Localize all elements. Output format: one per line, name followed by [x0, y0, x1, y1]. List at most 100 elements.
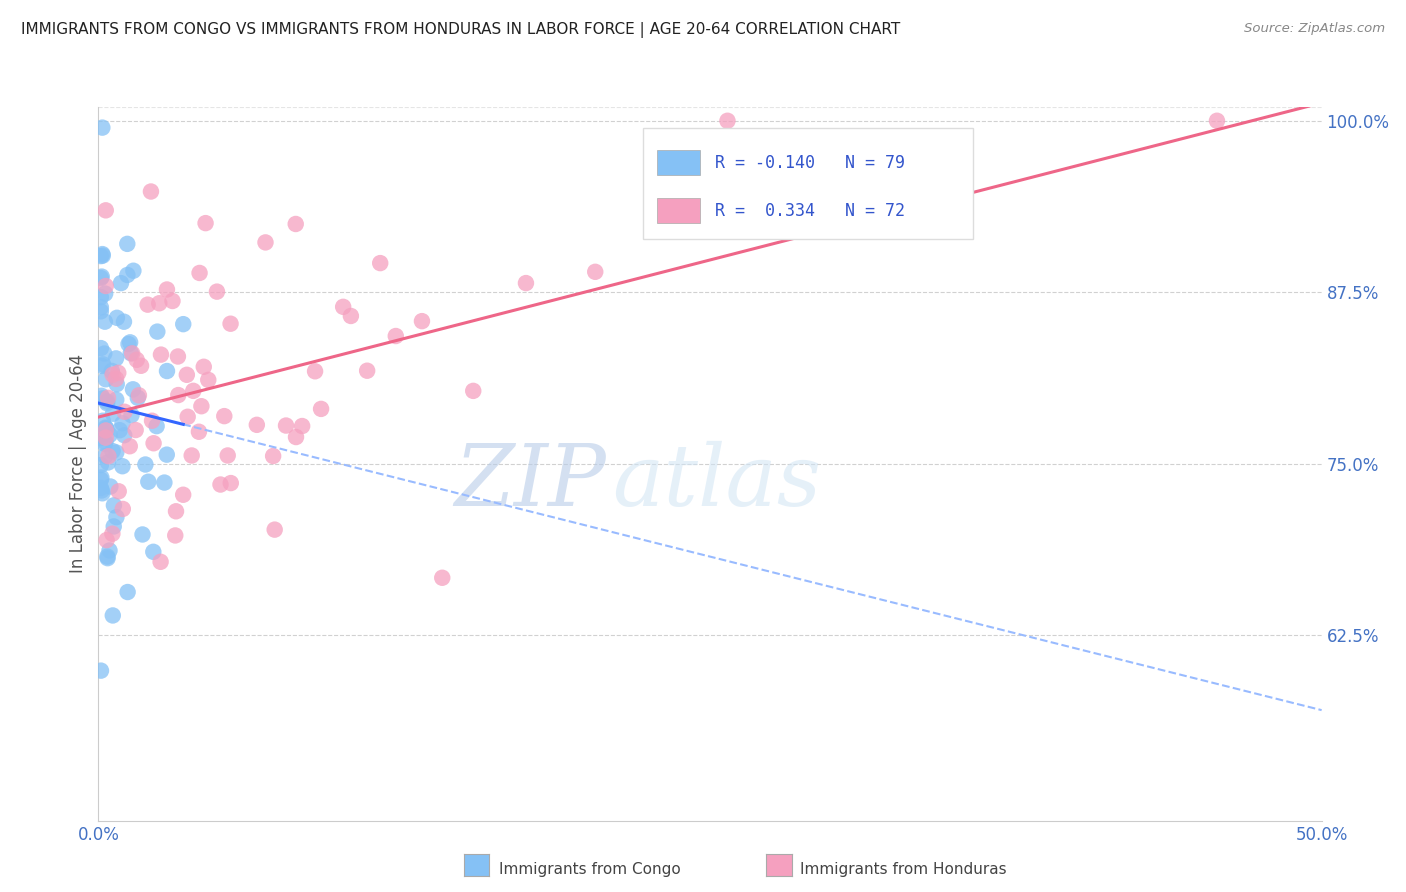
- Point: [114, 405, 136, 419]
- Point: [134, 458, 156, 472]
- Point: [108, 423, 131, 437]
- Point: [91, 392, 114, 406]
- Point: [105, 372, 128, 386]
- Point: [111, 502, 134, 516]
- Point: [94, 420, 117, 434]
- Point: [111, 459, 134, 474]
- Point: [117, 268, 139, 282]
- Point: [583, 265, 606, 279]
- Point: [96, 396, 118, 410]
- Point: [209, 477, 232, 491]
- Point: [101, 526, 124, 541]
- Point: [340, 309, 363, 323]
- Point: [176, 368, 198, 382]
- Point: [149, 555, 172, 569]
- Point: [94, 449, 117, 463]
- Point: [91, 120, 114, 135]
- Point: [90, 428, 112, 442]
- Point: [97, 391, 120, 405]
- Point: [181, 384, 204, 398]
- Point: [156, 364, 179, 378]
- Text: atlas: atlas: [612, 441, 821, 523]
- Point: [90, 481, 112, 495]
- Point: [136, 298, 159, 312]
- Point: [285, 430, 308, 444]
- Point: [117, 337, 139, 351]
- Point: [101, 364, 124, 378]
- Point: [97, 455, 120, 469]
- Point: [162, 293, 184, 308]
- Text: Source: ZipAtlas.com: Source: ZipAtlas.com: [1244, 22, 1385, 36]
- Point: [149, 348, 172, 362]
- Point: [91, 414, 114, 428]
- Point: [274, 418, 297, 433]
- Point: [107, 366, 129, 380]
- Point: [167, 388, 190, 402]
- Point: [136, 475, 159, 489]
- Point: [172, 488, 194, 502]
- Text: IMMIGRANTS FROM CONGO VS IMMIGRANTS FROM HONDURAS IN LABOR FORCE | AGE 20-64 COR: IMMIGRANTS FROM CONGO VS IMMIGRANTS FROM…: [21, 22, 900, 38]
- Point: [90, 470, 112, 484]
- Y-axis label: In Labor Force | Age 20-64: In Labor Force | Age 20-64: [69, 354, 87, 574]
- Point: [90, 290, 112, 304]
- Point: [356, 364, 378, 378]
- Point: [90, 389, 112, 403]
- Point: [94, 203, 117, 218]
- Point: [94, 431, 117, 445]
- Point: [118, 439, 141, 453]
- Text: Immigrants from Congo: Immigrants from Congo: [499, 863, 681, 877]
- Point: [98, 427, 121, 442]
- Point: [98, 543, 121, 558]
- Point: [97, 551, 120, 566]
- Point: [91, 249, 114, 263]
- Point: [120, 335, 142, 350]
- Point: [103, 519, 125, 533]
- Point: [124, 423, 146, 437]
- Point: [214, 409, 236, 424]
- Point: [146, 325, 169, 339]
- Point: [121, 346, 143, 360]
- Point: [90, 249, 112, 263]
- Point: [127, 391, 149, 405]
- Point: [304, 364, 326, 378]
- Point: [262, 449, 284, 463]
- Point: [90, 458, 112, 472]
- Point: [91, 357, 114, 371]
- Point: [94, 279, 117, 293]
- Point: [128, 388, 150, 402]
- Point: [384, 329, 406, 343]
- Text: Immigrants from Honduras: Immigrants from Honduras: [800, 863, 1007, 877]
- Point: [131, 527, 153, 541]
- Point: [167, 350, 190, 364]
- Point: [96, 533, 118, 547]
- Point: [111, 417, 134, 431]
- Point: [190, 399, 212, 413]
- Point: [110, 276, 132, 290]
- Point: [432, 571, 454, 585]
- Bar: [658, 150, 700, 175]
- Point: [117, 585, 139, 599]
- Point: [105, 310, 128, 325]
- FancyBboxPatch shape: [643, 128, 973, 239]
- Point: [94, 421, 117, 435]
- Point: [332, 300, 354, 314]
- Point: [90, 269, 112, 284]
- Point: [94, 372, 117, 386]
- Point: [194, 216, 217, 230]
- Point: [105, 510, 128, 524]
- Point: [90, 301, 112, 315]
- Point: [716, 113, 738, 128]
- Point: [153, 475, 176, 490]
- Point: [125, 352, 148, 367]
- Text: ZIP: ZIP: [454, 441, 606, 523]
- Point: [291, 419, 314, 434]
- Point: [104, 351, 127, 366]
- Point: [112, 315, 135, 329]
- Point: [121, 408, 143, 422]
- Point: [309, 401, 332, 416]
- Text: R = -0.140   N = 79: R = -0.140 N = 79: [714, 153, 905, 171]
- Point: [105, 392, 128, 407]
- Point: [101, 444, 124, 458]
- Point: [141, 414, 163, 428]
- Point: [165, 504, 187, 518]
